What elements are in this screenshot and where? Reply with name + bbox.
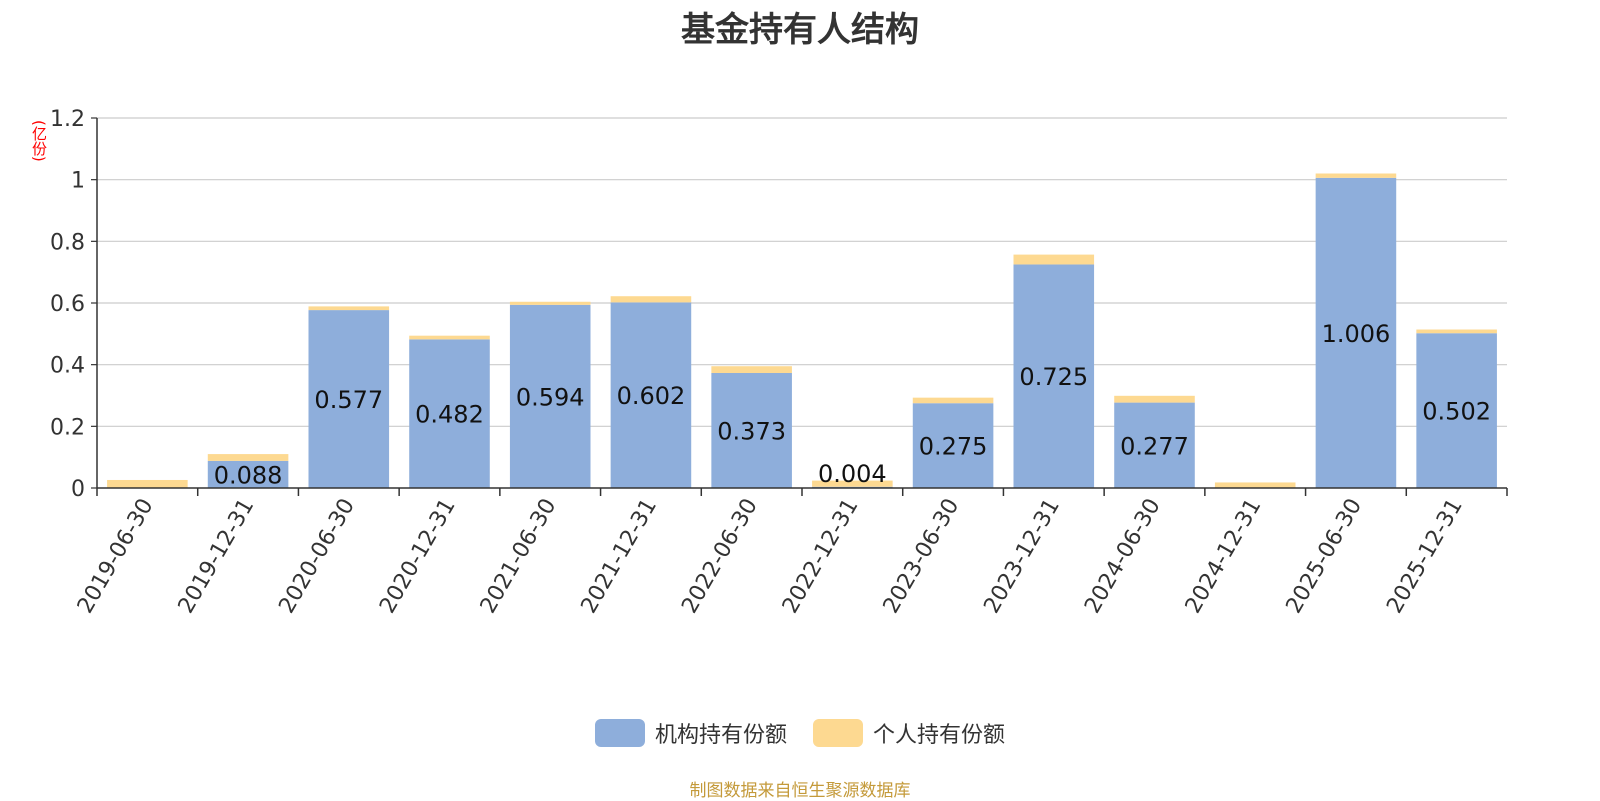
legend-label-institutional: 机构持有份额 [654, 723, 787, 748]
bar-institutional [207, 460, 289, 488]
x-tick-label: 2025-12-31 [1382, 495, 1468, 618]
bar-institutional [610, 302, 692, 488]
legend-swatch-institutional [594, 719, 645, 747]
bar-institutional [912, 403, 994, 488]
grid-lines [97, 117, 1507, 427]
data-labels: 0.088 0.577 0.482 0.594 0.602 0.373 0.004 0.275… [214, 320, 1491, 490]
bar-institutional [1416, 333, 1497, 488]
bar-individual [912, 397, 994, 404]
bar-institutional [308, 310, 390, 488]
source-footer: 制图数据来自恒生聚源数据库 [689, 781, 911, 801]
bar-individual [1013, 254, 1095, 265]
x-tick-label: 2022-06-30 [677, 495, 763, 618]
bar-individual [711, 366, 792, 373]
data-label: 0.275 [919, 433, 988, 461]
bar-individual [610, 296, 692, 303]
x-tick-label: 2024-06-30 [1080, 495, 1166, 618]
data-label: 0.482 [415, 401, 484, 429]
bar-individual [1416, 329, 1497, 334]
y-tick-label: 0 [71, 477, 85, 502]
legend-item-individual[interactable]: 个人持有份额 [813, 717, 1005, 749]
data-label: 0.373 [717, 417, 786, 445]
data-label: 0.277 [1120, 432, 1189, 460]
bar-individual [1214, 482, 1296, 488]
bar-institutional [1013, 264, 1095, 488]
bar-series [107, 173, 1497, 489]
x-tick-label: 2021-12-31 [577, 495, 663, 618]
bar-individual [409, 335, 490, 340]
x-tick-label: 2023-06-30 [879, 495, 965, 618]
legend-swatch-individual [813, 719, 863, 747]
bar-individual [1114, 395, 1195, 403]
data-label: 0.502 [1422, 398, 1491, 426]
bar-institutional [1114, 402, 1195, 488]
bar-institutional [711, 372, 792, 488]
bar-institutional [409, 339, 490, 488]
bar-individual [1315, 173, 1397, 178]
bar-individual [207, 454, 289, 461]
bar-individual [812, 480, 893, 487]
bar-institutional [509, 304, 591, 488]
y-tick-label: 1 [71, 169, 85, 194]
x-tick-label: 2019-06-30 [73, 495, 159, 618]
data-label: 0.088 [214, 461, 283, 489]
bar-individual [107, 479, 188, 488]
y-tick-label: 0.8 [50, 230, 85, 255]
data-label: 0.602 [617, 382, 686, 410]
data-label: 0.004 [818, 460, 887, 488]
data-label: 0.577 [314, 386, 383, 414]
data-label: 1.006 [1322, 320, 1391, 348]
x-tick-label: 2024-12-31 [1181, 495, 1267, 618]
x-tick-label: 2025-06-30 [1282, 495, 1368, 618]
x-tick-label: 2021-06-30 [476, 495, 562, 618]
legend-label-individual: 个人持有份额 [873, 723, 1006, 748]
y-tick-label: 1.2 [50, 107, 85, 132]
bar-individual [509, 301, 591, 305]
y-tick-label: 0.2 [50, 415, 85, 440]
x-tick-label: 2022-12-31 [778, 495, 864, 618]
y-tick-label: 0.4 [50, 354, 85, 379]
chart-title: 基金持有人结构 [681, 10, 919, 50]
legend: 机构持有份额 个人持有份额 [0, 717, 1600, 749]
x-tick-label: 2020-12-31 [375, 495, 461, 618]
bar-individual [308, 306, 390, 311]
y-axis-unit-label: (亿份) [30, 120, 48, 162]
x-tick-label: 2020-06-30 [274, 495, 360, 618]
legend-item-institutional[interactable]: 机构持有份额 [594, 717, 787, 749]
data-label: 0.594 [516, 383, 585, 411]
x-tick-label: 2019-12-31 [174, 495, 260, 618]
data-label: 0.725 [1019, 363, 1088, 391]
y-tick-label: 0.6 [50, 292, 85, 317]
x-tick-label: 2023-12-31 [979, 495, 1065, 618]
bar-institutional [1315, 177, 1397, 489]
